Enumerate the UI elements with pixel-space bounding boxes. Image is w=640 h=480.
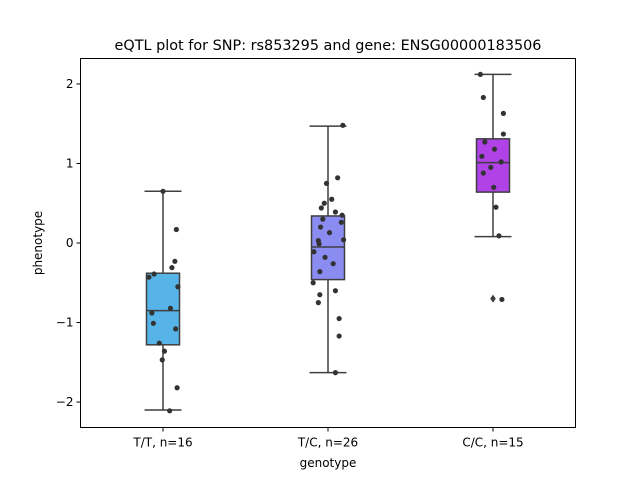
data-point xyxy=(151,271,157,277)
data-point xyxy=(496,233,502,239)
data-point xyxy=(335,175,341,181)
chart-title: eQTL plot for SNP: rs853295 and gene: EN… xyxy=(115,38,542,54)
x-axis-label: genotype xyxy=(300,456,357,470)
x-axis: T/T, n=16 T/C, n=26 C/C, n=15 xyxy=(132,427,524,450)
data-point xyxy=(339,212,345,218)
y-axis-label: phenotype xyxy=(31,211,45,275)
data-point xyxy=(159,357,165,363)
iqr-box xyxy=(475,138,511,193)
data-point xyxy=(499,296,505,303)
data-point xyxy=(173,326,179,332)
data-point xyxy=(336,315,342,322)
data-point xyxy=(340,122,346,128)
box-group xyxy=(474,71,512,303)
data-point xyxy=(493,204,499,210)
data-point xyxy=(322,254,328,260)
data-point xyxy=(149,310,155,316)
data-point xyxy=(329,196,335,202)
data-point xyxy=(479,153,485,159)
data-point xyxy=(488,164,494,171)
x-tick-label: C/C, n=15 xyxy=(462,436,523,450)
data-point xyxy=(175,284,181,290)
data-point xyxy=(150,320,156,326)
data-point xyxy=(167,305,174,311)
data-point xyxy=(320,216,326,222)
data-point xyxy=(332,288,339,294)
data-point xyxy=(482,139,488,145)
data-point xyxy=(318,205,324,211)
y-tick-label: 2 xyxy=(66,77,74,91)
y-tick-label: 1 xyxy=(66,156,74,170)
box-group xyxy=(144,188,182,414)
data-point xyxy=(336,333,342,339)
x-tick-label: T/C, n=26 xyxy=(297,436,358,450)
y-tick-label: −2 xyxy=(56,395,74,409)
iqr-box xyxy=(310,215,346,281)
data-point xyxy=(161,348,168,354)
data-point xyxy=(500,131,506,137)
y-axis: −2 −1 0 1 2 xyxy=(56,77,81,409)
data-point xyxy=(321,200,327,206)
data-point xyxy=(340,237,347,243)
data-point xyxy=(323,180,330,186)
plot-area xyxy=(144,71,512,414)
data-point xyxy=(146,274,152,280)
data-point xyxy=(330,261,336,267)
box-group xyxy=(309,122,347,376)
data-point xyxy=(332,209,339,215)
data-point xyxy=(317,269,323,275)
data-point xyxy=(477,71,483,78)
data-point xyxy=(338,219,344,225)
data-point xyxy=(332,370,339,376)
data-point xyxy=(315,300,321,306)
data-point xyxy=(491,184,497,190)
data-point xyxy=(167,408,173,414)
data-point xyxy=(169,265,175,271)
data-point xyxy=(310,280,316,286)
data-point xyxy=(311,249,317,255)
iqr-box xyxy=(145,272,181,346)
data-point xyxy=(326,230,333,236)
data-point xyxy=(480,94,486,101)
data-point xyxy=(156,340,162,346)
data-point xyxy=(480,170,486,176)
data-point xyxy=(317,292,323,298)
outlier-point xyxy=(490,294,496,303)
data-point xyxy=(317,224,324,230)
data-point xyxy=(172,258,178,264)
data-point xyxy=(491,146,498,152)
y-tick-label: 0 xyxy=(66,236,74,250)
data-point xyxy=(160,188,166,194)
x-tick-label: T/T, n=16 xyxy=(132,436,192,450)
y-tick-label: −1 xyxy=(56,316,74,330)
data-point xyxy=(498,159,504,165)
data-point xyxy=(500,110,506,116)
data-point xyxy=(173,226,179,233)
data-point xyxy=(174,385,180,391)
data-point xyxy=(316,241,322,247)
